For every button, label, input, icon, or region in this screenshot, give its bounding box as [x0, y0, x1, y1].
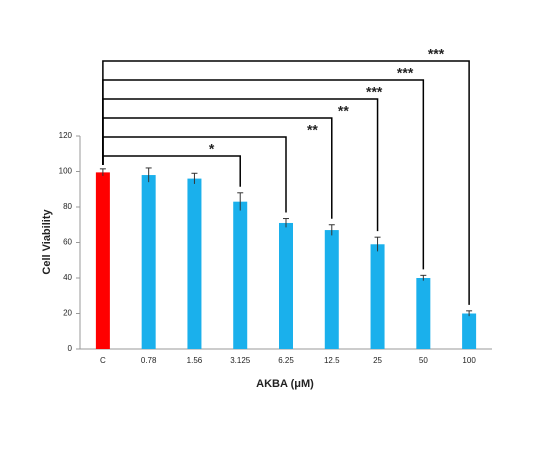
- bar: [95, 172, 110, 349]
- y-tick-label: 100: [59, 167, 73, 176]
- x-tick-label: 12.5: [324, 356, 340, 365]
- significance-label: **: [338, 103, 349, 119]
- x-tick-label: 0.78: [141, 356, 157, 365]
- x-tick-label: 3.125: [230, 356, 251, 365]
- significance-label: *: [209, 141, 215, 157]
- y-tick-label: 40: [63, 273, 72, 282]
- bar: [187, 178, 202, 349]
- x-tick-label: 1.56: [187, 356, 203, 365]
- x-tick-label: 6.25: [278, 356, 294, 365]
- bar: [416, 278, 431, 349]
- significance-bracket: [102, 155, 241, 187]
- y-axis-label: Cell Viability: [41, 209, 53, 275]
- x-tick-label: 50: [419, 356, 428, 365]
- significance-label: **: [307, 122, 318, 138]
- y-tick-label: 80: [63, 202, 72, 211]
- y-tick-label: 120: [59, 131, 73, 140]
- y-tick-label: 0: [68, 344, 73, 353]
- significance-label: ***: [428, 46, 445, 62]
- bar: [462, 313, 477, 349]
- y-tick-label: 60: [63, 238, 72, 247]
- bar: [324, 230, 339, 349]
- significance-bracket: [102, 60, 470, 305]
- significance-label: ***: [397, 65, 414, 81]
- x-tick-label: 100: [462, 356, 476, 365]
- x-tick-label: 25: [373, 356, 382, 365]
- y-tick-label: 20: [63, 309, 72, 318]
- bar: [279, 222, 293, 349]
- x-axis-label: AKBA (μM): [256, 378, 314, 390]
- x-tick-label: C: [100, 356, 106, 365]
- significance-label: ***: [366, 84, 383, 100]
- bar: [370, 244, 385, 349]
- significance-bracket: [102, 117, 333, 219]
- bar: [233, 201, 248, 349]
- bar: [141, 175, 156, 349]
